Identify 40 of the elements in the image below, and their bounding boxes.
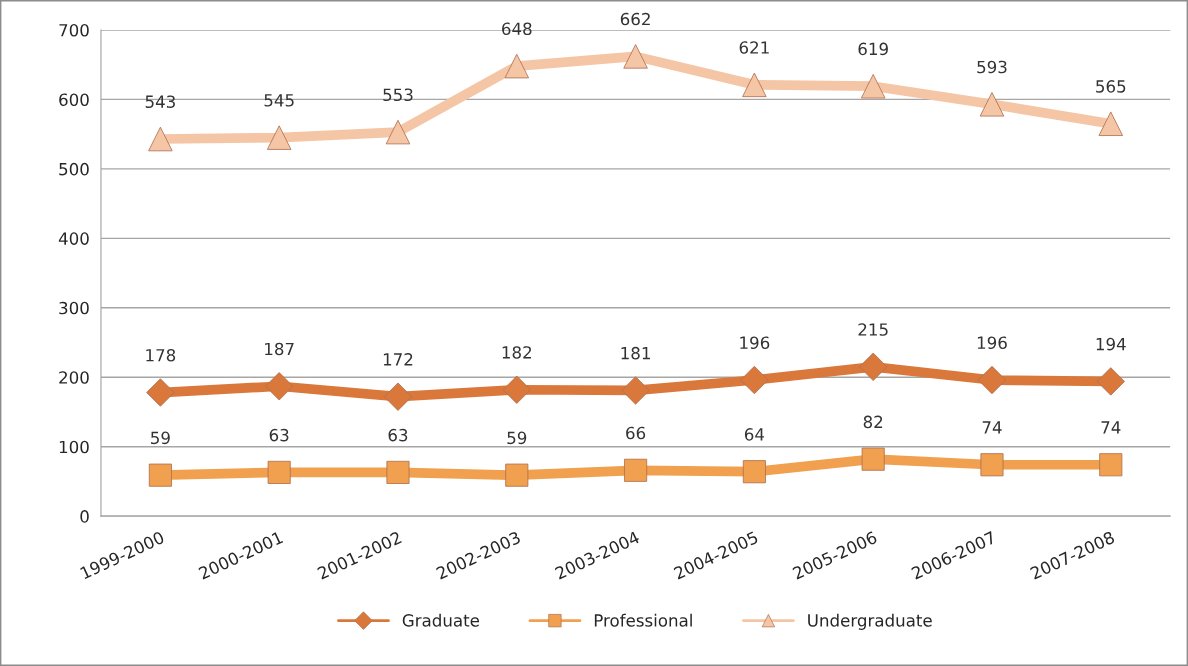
data-label: 215 (858, 323, 888, 336)
data-label: 187 (265, 342, 294, 356)
legend-label: Graduate (402, 613, 480, 627)
data-label: 545 (264, 94, 294, 107)
data-label: 63 (269, 428, 289, 442)
legend-label: Undergraduate (808, 613, 932, 630)
point (859, 352, 888, 381)
data-label: 74 (982, 421, 1002, 434)
data-label: 196 (977, 336, 1007, 350)
data-label: 64 (744, 428, 765, 441)
data-label: 648 (502, 22, 532, 36)
data-label: 178 (146, 348, 176, 362)
y-tick-label: 0 (80, 510, 89, 523)
point (383, 382, 413, 411)
data-label: 82 (863, 415, 883, 429)
data-label: 662 (620, 12, 650, 26)
data-label: 553 (383, 88, 413, 102)
y-tick-label: 400 (58, 232, 89, 245)
data-label: 565 (1096, 80, 1126, 93)
data-label: 59 (151, 431, 170, 445)
data-label: 74 (1101, 421, 1121, 434)
y-tick-label: 300 (59, 301, 89, 315)
data-label: 181 (621, 346, 650, 360)
data-label: 621 (739, 41, 769, 54)
y-tick-label: 100 (59, 440, 89, 454)
data-label: 196 (740, 336, 770, 350)
data-label: 194 (1096, 337, 1126, 351)
data-label: 59 (507, 431, 527, 445)
data-label: 543 (145, 95, 175, 109)
y-tick-label: 200 (59, 371, 89, 384)
data-label: 619 (858, 42, 888, 56)
y-tick-label: 500 (59, 162, 89, 176)
y-tick-label: 700 (59, 23, 89, 37)
data-label: 66 (626, 426, 646, 440)
legend-label: Professional (594, 613, 692, 627)
data-label: 182 (502, 346, 532, 359)
data-label: 63 (388, 428, 408, 442)
data-label: 172 (383, 353, 413, 366)
data-label: 593 (977, 60, 1007, 74)
y-tick-label: 600 (59, 93, 89, 106)
